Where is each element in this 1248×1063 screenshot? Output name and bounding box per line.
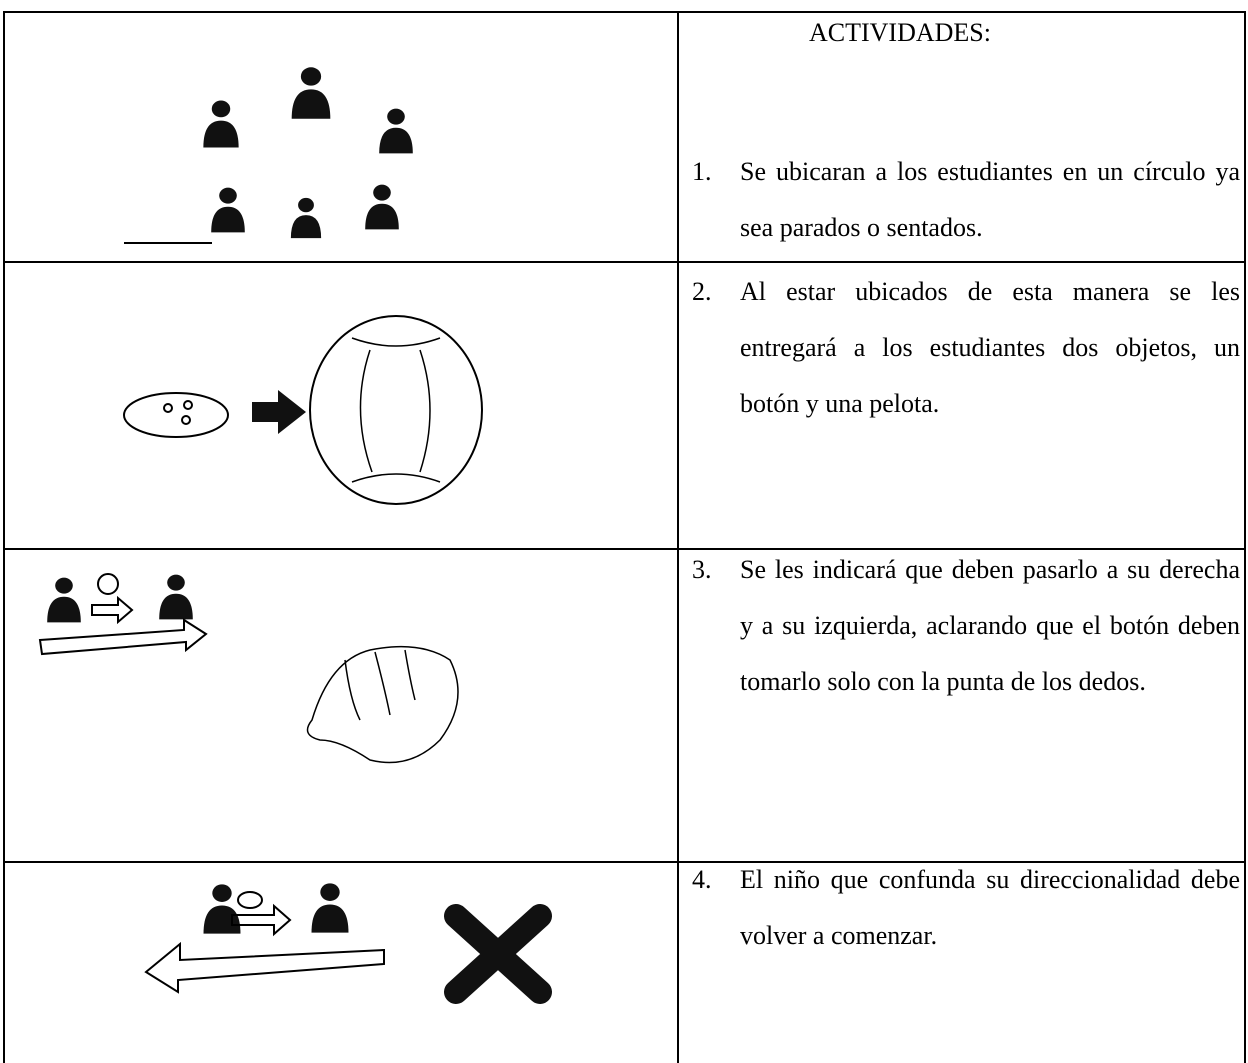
person-icon — [290, 197, 322, 239]
table-border — [3, 11, 1246, 13]
cross-icon — [444, 904, 552, 1004]
arrow-icon — [91, 595, 134, 625]
button-icon — [237, 891, 263, 909]
table-border — [1244, 11, 1246, 1063]
activity-item: 4. El niño que confunda su direccionalid… — [692, 852, 1240, 964]
person-icon — [379, 108, 413, 154]
person-icon — [311, 883, 349, 933]
button-hole — [163, 403, 173, 413]
button-hole — [183, 400, 193, 410]
person-icon — [159, 574, 193, 620]
long-arrow-icon — [144, 941, 385, 994]
item-number: 3. — [692, 555, 712, 584]
row-divider — [3, 261, 1246, 263]
header-title: ACTIVIDADES: — [809, 18, 991, 47]
activity-item: 3. Se les indicará que deben pasarlo a s… — [692, 542, 1240, 710]
table-border — [3, 11, 5, 1063]
column-divider — [677, 11, 679, 1063]
person-icon — [291, 67, 331, 119]
item-number: 1. — [692, 157, 712, 186]
ball-icon — [309, 315, 483, 505]
item-text: Al estar ubicados de esta manera se les … — [740, 277, 1240, 418]
hand-icon — [306, 645, 459, 764]
item-number: 2. — [692, 277, 712, 306]
arrow-icon — [252, 390, 306, 434]
row-divider — [3, 861, 1246, 863]
row-divider — [3, 548, 1246, 550]
button-icon — [123, 392, 229, 438]
activity-item: 2. Al estar ubicados de esta manera se l… — [692, 264, 1240, 432]
ball-seams — [351, 337, 441, 483]
button-hole — [181, 415, 191, 425]
person-icon — [365, 184, 399, 230]
item-text: Se les indicará que deben pasarlo a su d… — [740, 555, 1240, 696]
arrow-icon — [231, 903, 292, 937]
item-text: Se ubicaran a los estudiantes en un círc… — [740, 157, 1240, 242]
activity-item: 1. Se ubicaran a los estudiantes en un c… — [692, 144, 1240, 256]
illustrations — [38, 67, 552, 1004]
item-number: 4. — [692, 865, 712, 894]
person-icon — [203, 884, 241, 934]
person-icon — [203, 100, 239, 148]
item-text: El niño que confunda su direccionalidad … — [740, 865, 1240, 950]
person-icon — [47, 577, 81, 623]
button-icon — [97, 573, 119, 595]
long-arrow-icon — [38, 618, 208, 656]
person-icon — [211, 187, 245, 233]
